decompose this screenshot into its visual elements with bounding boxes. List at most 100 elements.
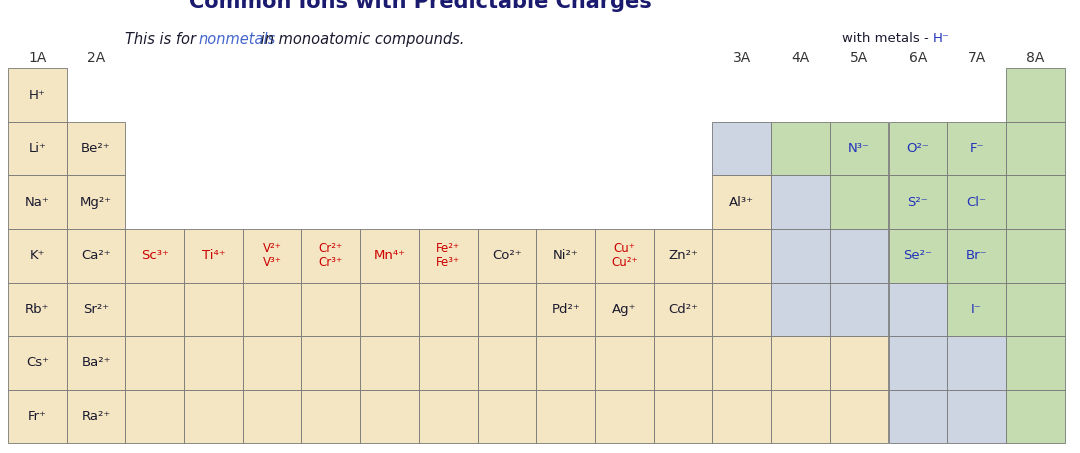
Text: with metals -: with metals -: [841, 32, 933, 44]
Text: Fe²⁺: Fe²⁺: [436, 242, 460, 255]
Text: Cr³⁺: Cr³⁺: [319, 256, 343, 269]
Bar: [947, 122, 1005, 175]
Text: V²⁺: V²⁺: [262, 242, 282, 255]
Bar: [829, 229, 889, 283]
Bar: [8, 68, 67, 122]
Bar: [8, 283, 67, 336]
Text: Se²⁻: Se²⁻: [903, 249, 932, 262]
Text: Common Ions with Predictable Charges: Common Ions with Predictable Charges: [189, 0, 651, 13]
Text: Cu²⁺: Cu²⁺: [611, 256, 637, 269]
Text: Cd²⁺: Cd²⁺: [669, 303, 698, 316]
Text: Rb⁺: Rb⁺: [25, 303, 50, 316]
Bar: [8, 229, 67, 283]
Bar: [361, 229, 419, 283]
Bar: [653, 229, 713, 283]
Text: 3A: 3A: [732, 50, 751, 64]
Bar: [713, 229, 771, 283]
Text: O²⁻: O²⁻: [906, 142, 929, 155]
Bar: [829, 390, 889, 443]
Bar: [184, 336, 243, 390]
Bar: [537, 390, 595, 443]
Text: Mg²⁺: Mg²⁺: [80, 196, 112, 209]
Text: H⁺: H⁺: [29, 89, 45, 102]
Bar: [537, 283, 595, 336]
Bar: [301, 390, 361, 443]
Text: Zn²⁺: Zn²⁺: [669, 249, 698, 262]
Text: Fr⁺: Fr⁺: [28, 410, 46, 423]
Text: Cs⁺: Cs⁺: [26, 356, 49, 369]
Text: V³⁺: V³⁺: [262, 256, 282, 269]
Text: 8A: 8A: [1026, 50, 1044, 64]
Text: nonmetals: nonmetals: [199, 32, 276, 47]
Text: 4A: 4A: [792, 50, 810, 64]
Bar: [67, 336, 125, 390]
Text: 1A: 1A: [28, 50, 46, 64]
Bar: [1005, 122, 1065, 175]
Bar: [889, 229, 947, 283]
Bar: [829, 336, 889, 390]
Text: Cu⁺: Cu⁺: [613, 242, 635, 255]
Bar: [653, 283, 713, 336]
Bar: [477, 283, 537, 336]
Bar: [419, 336, 477, 390]
Bar: [947, 283, 1005, 336]
Bar: [713, 122, 771, 175]
Bar: [889, 122, 947, 175]
Bar: [1005, 175, 1065, 229]
Bar: [771, 122, 829, 175]
Bar: [1005, 283, 1065, 336]
Text: Be²⁺: Be²⁺: [81, 142, 111, 155]
Bar: [477, 390, 537, 443]
Bar: [713, 283, 771, 336]
Text: Sr²⁺: Sr²⁺: [83, 303, 109, 316]
Bar: [301, 283, 361, 336]
Bar: [713, 336, 771, 390]
Bar: [125, 283, 184, 336]
Bar: [419, 229, 477, 283]
Bar: [419, 283, 477, 336]
Text: F⁻: F⁻: [970, 142, 984, 155]
Text: 5A: 5A: [850, 50, 868, 64]
Bar: [477, 336, 537, 390]
Bar: [537, 336, 595, 390]
Bar: [889, 175, 947, 229]
Bar: [67, 390, 125, 443]
Bar: [889, 390, 947, 443]
Bar: [361, 390, 419, 443]
Text: 6A: 6A: [908, 50, 927, 64]
Bar: [595, 229, 653, 283]
Bar: [595, 336, 653, 390]
Text: Al³⁺: Al³⁺: [729, 196, 754, 209]
Text: Co²⁺: Co²⁺: [492, 249, 522, 262]
Bar: [184, 283, 243, 336]
Text: N³⁻: N³⁻: [848, 142, 870, 155]
Bar: [771, 390, 829, 443]
Bar: [125, 336, 184, 390]
Text: Fe³⁺: Fe³⁺: [436, 256, 460, 269]
Bar: [361, 336, 419, 390]
Bar: [713, 390, 771, 443]
Bar: [361, 283, 419, 336]
Bar: [947, 175, 1005, 229]
Bar: [301, 336, 361, 390]
Text: Pd²⁺: Pd²⁺: [551, 303, 580, 316]
Text: Ag⁺: Ag⁺: [612, 303, 636, 316]
Bar: [8, 390, 67, 443]
Text: Ti⁴⁺: Ti⁴⁺: [202, 249, 226, 262]
Bar: [8, 336, 67, 390]
Bar: [947, 336, 1005, 390]
Bar: [243, 283, 301, 336]
Bar: [243, 229, 301, 283]
Bar: [829, 283, 889, 336]
Text: in monoatomic compounds.: in monoatomic compounds.: [256, 32, 464, 47]
Text: Ra²⁺: Ra²⁺: [81, 410, 110, 423]
Bar: [8, 122, 67, 175]
Bar: [713, 175, 771, 229]
Bar: [771, 229, 829, 283]
Text: 7A: 7A: [968, 50, 986, 64]
Bar: [653, 390, 713, 443]
Bar: [771, 336, 829, 390]
Bar: [947, 390, 1005, 443]
Bar: [477, 229, 537, 283]
Text: H⁻: H⁻: [933, 32, 949, 44]
